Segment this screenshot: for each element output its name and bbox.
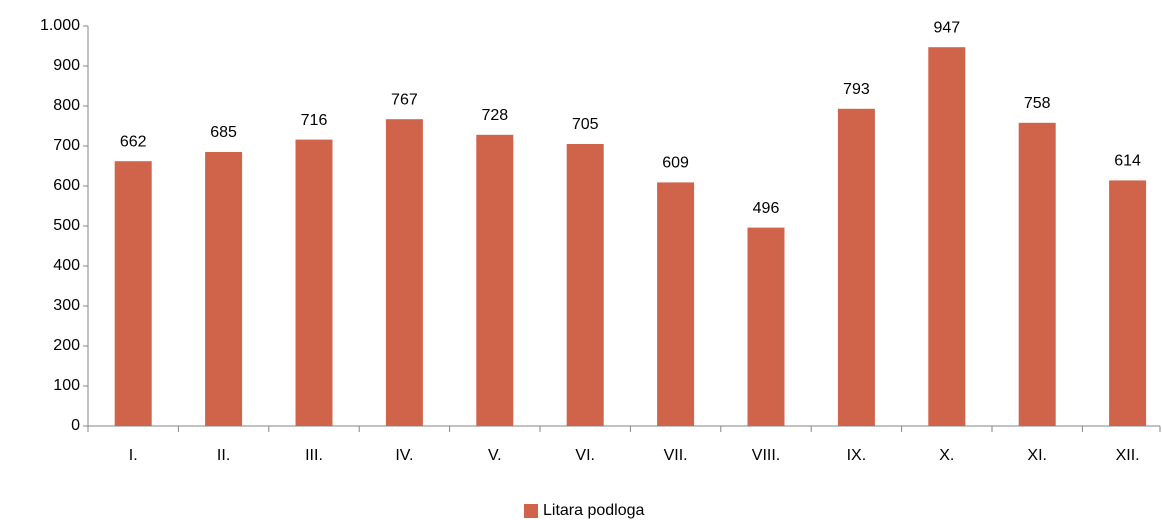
x-tick-label: VII. (664, 447, 688, 464)
data-label: 614 (1114, 153, 1141, 170)
data-label: 496 (753, 200, 780, 217)
data-label: 758 (1024, 95, 1051, 112)
y-tick-label: 700 (53, 137, 80, 154)
bar (205, 152, 243, 426)
x-tick-label: VI. (575, 447, 595, 464)
bar (657, 182, 695, 426)
data-label: 947 (933, 19, 960, 36)
data-label: 767 (391, 91, 418, 108)
bar (747, 227, 785, 426)
bar (1109, 180, 1147, 426)
data-label: 609 (662, 155, 689, 172)
x-tick-label: III. (305, 447, 323, 464)
x-tick-label: VIII. (752, 447, 780, 464)
y-tick-label: 500 (53, 217, 80, 234)
y-tick-label: 900 (53, 57, 80, 74)
x-tick-label: V. (488, 447, 502, 464)
bar (114, 161, 152, 426)
data-label: 662 (120, 133, 147, 150)
legend-swatch (524, 504, 538, 518)
data-label: 793 (843, 81, 870, 98)
y-tick-label: 300 (53, 297, 80, 314)
x-tick-label: IV. (395, 447, 413, 464)
bar (385, 119, 423, 426)
y-tick-label: 200 (53, 337, 80, 354)
bar (928, 47, 966, 426)
y-tick-label: 100 (53, 377, 80, 394)
data-label: 716 (301, 112, 328, 129)
data-label: 705 (572, 116, 599, 133)
bar (295, 139, 333, 426)
data-label: 728 (481, 107, 508, 124)
x-tick-label: IX. (847, 447, 867, 464)
x-tick-label: XI. (1027, 447, 1047, 464)
bar (476, 134, 514, 427)
y-tick-label: 1.000 (40, 17, 80, 34)
bar (1018, 122, 1056, 427)
y-tick-label: 600 (53, 177, 80, 194)
data-label: 685 (210, 124, 237, 141)
y-tick-label: 800 (53, 97, 80, 114)
x-tick-label: XII. (1116, 447, 1140, 464)
legend-label: Litara podloga (543, 502, 645, 519)
bar (566, 144, 604, 426)
y-tick-label: 0 (71, 417, 80, 434)
x-tick-label: X. (939, 447, 954, 464)
x-tick-label: II. (217, 447, 230, 464)
bar (837, 108, 875, 427)
y-tick-label: 400 (53, 257, 80, 274)
x-tick-label: I. (129, 447, 138, 464)
